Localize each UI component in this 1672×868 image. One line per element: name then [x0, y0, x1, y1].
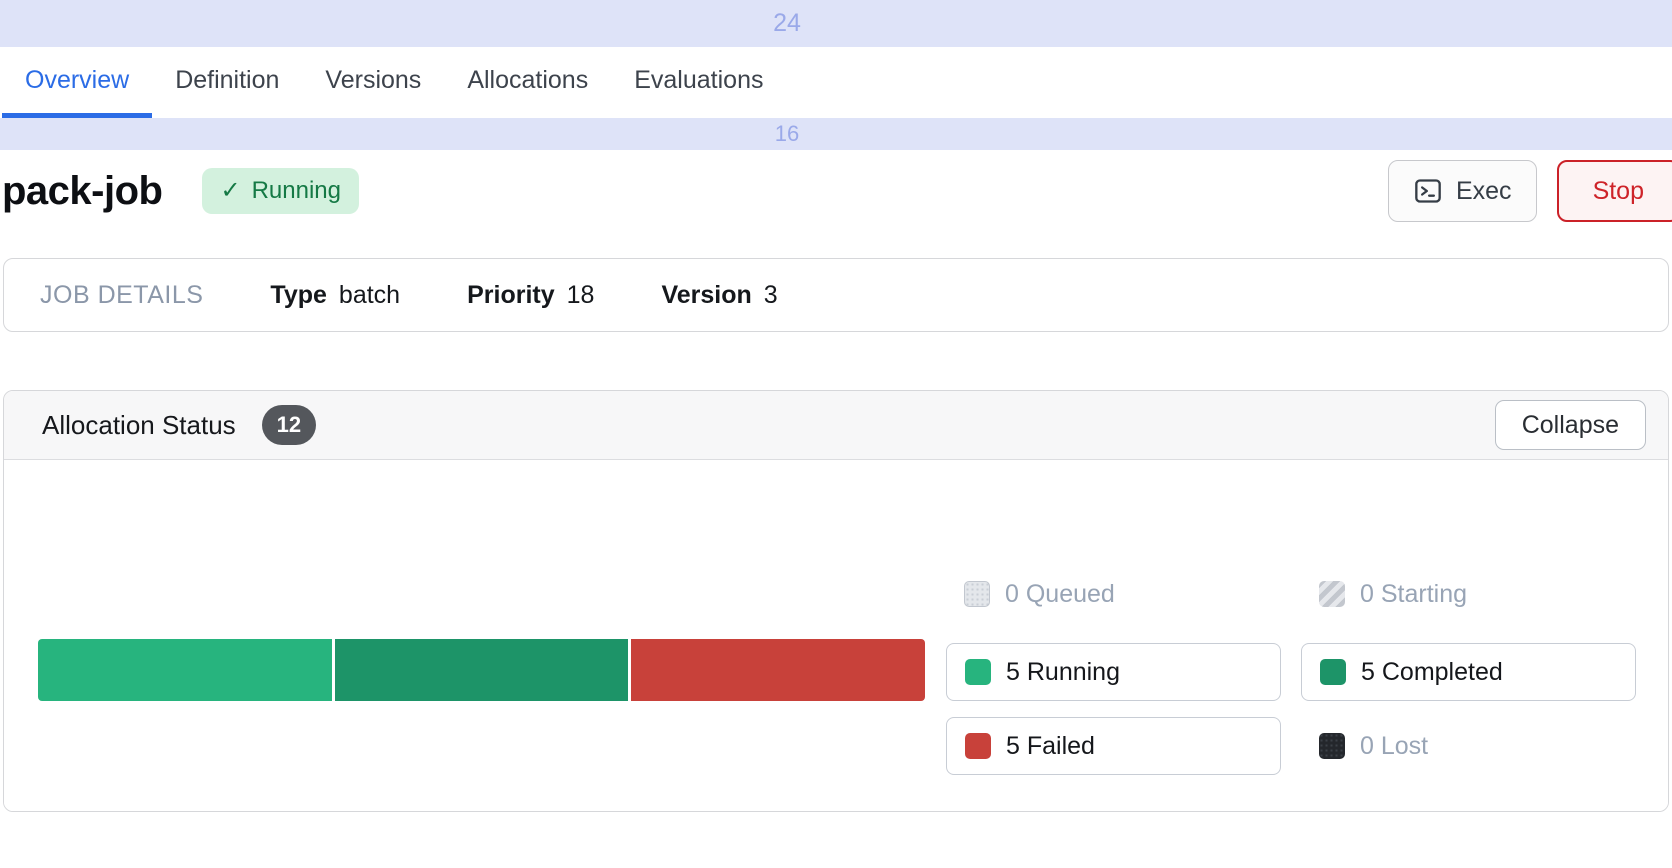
legend-queued-text: 0 Queued — [1005, 579, 1115, 608]
stop-button-label: Stop — [1592, 176, 1644, 205]
legend-failed-text: 5 Failed — [1006, 731, 1095, 760]
job-actions: Exec Stop — [1387, 160, 1672, 222]
legend-running-text: 5 Running — [1006, 657, 1120, 686]
legend-item-starting: 0 Starting — [1301, 565, 1636, 623]
legend-starting-text: 0 Starting — [1360, 579, 1468, 608]
job-detail-version: Version 3 — [661, 280, 778, 309]
allocation-status-title: Allocation Status — [42, 409, 236, 440]
queued-swatch-icon — [964, 581, 990, 607]
allocation-status-header: Allocation Status 12 Collapse — [4, 391, 1668, 460]
page-title: pack-job — [2, 168, 163, 213]
check-icon: ✓ — [220, 177, 241, 204]
bar-segment-failed[interactable] — [631, 639, 926, 701]
running-swatch-icon — [965, 659, 991, 685]
stop-button[interactable]: Stop — [1556, 160, 1672, 222]
legend-item-lost: 0 Lost — [1301, 717, 1636, 775]
bar-segment-running[interactable] — [38, 639, 332, 701]
terminal-icon — [1413, 177, 1443, 205]
job-detail-type: Type batch — [270, 280, 401, 309]
job-details-panel: JOB DETAILS Type batch Priority 18 Versi… — [3, 258, 1669, 332]
lost-swatch-icon — [1319, 733, 1345, 759]
job-title-row: pack-job ✓ Running Exec Stop — [0, 150, 1672, 232]
spacing-annotation-top: 24 — [0, 0, 1672, 47]
status-badge-label: Running — [251, 177, 341, 204]
job-detail-priority: Priority 18 — [467, 280, 595, 309]
legend-item-completed[interactable]: 5 Completed — [1301, 643, 1636, 701]
job-tabbar: Overview Definition Versions Allocations… — [0, 47, 1672, 118]
failed-swatch-icon — [965, 733, 991, 759]
exec-button-label: Exec — [1455, 176, 1512, 205]
status-badge: ✓ Running — [202, 168, 359, 214]
legend-item-running[interactable]: 5 Running — [946, 643, 1281, 701]
tab-allocations[interactable]: Allocations — [467, 65, 589, 94]
exec-button[interactable]: Exec — [1387, 160, 1537, 222]
completed-swatch-icon — [1320, 659, 1346, 685]
job-details-heading: JOB DETAILS — [40, 280, 204, 309]
tab-overview[interactable]: Overview — [2, 47, 153, 118]
allocation-status-body: 0 Queued 0 Starting 5 Running 5 Complete… — [4, 460, 1668, 811]
collapse-button-label: Collapse — [1521, 410, 1619, 439]
tab-evaluations[interactable]: Evaluations — [634, 65, 764, 94]
bar-segment-completed[interactable] — [334, 639, 629, 701]
legend-lost-text: 0 Lost — [1360, 731, 1429, 760]
spacing-annotation-middle-value: 16 — [774, 121, 800, 146]
tab-versions[interactable]: Versions — [325, 65, 422, 94]
collapse-button[interactable]: Collapse — [1494, 400, 1646, 450]
spacing-annotation-middle: 16 — [0, 118, 1672, 150]
legend-item-queued: 0 Queued — [946, 565, 1281, 623]
allocation-stacked-bar — [38, 639, 926, 701]
allocation-count-badge: 12 — [261, 405, 317, 445]
allocation-status-panel: Allocation Status 12 Collapse 0 Queued 0… — [3, 390, 1669, 812]
starting-swatch-icon — [1319, 581, 1345, 607]
spacing-annotation-top-value: 24 — [773, 9, 801, 37]
tab-definition[interactable]: Definition — [175, 65, 280, 94]
legend-completed-text: 5 Completed — [1361, 657, 1503, 686]
legend-item-failed[interactable]: 5 Failed — [946, 717, 1281, 775]
